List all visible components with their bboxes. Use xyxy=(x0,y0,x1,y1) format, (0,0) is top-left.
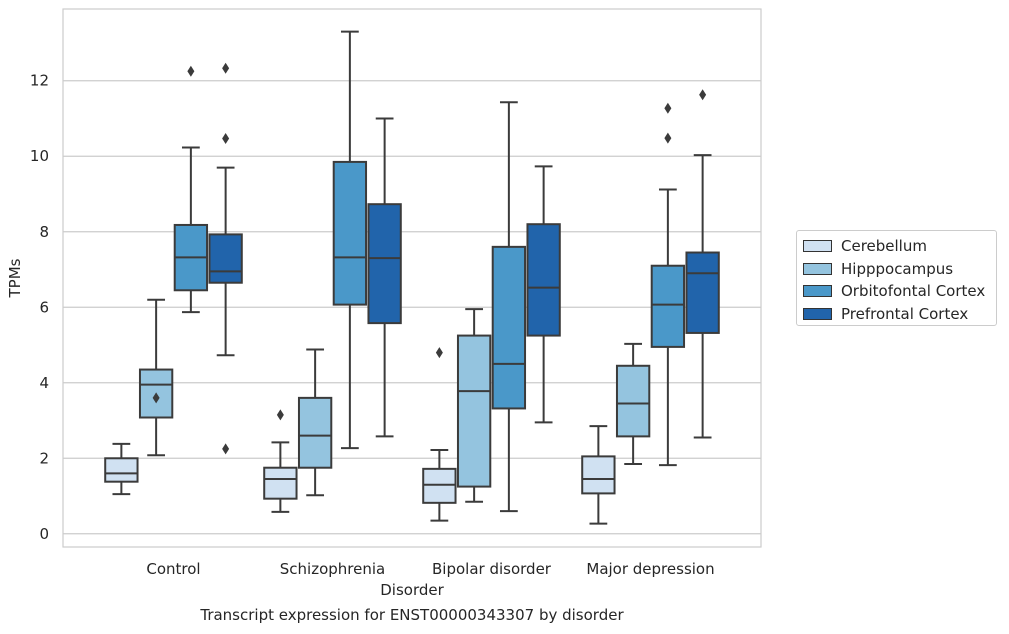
y-tick-label: 6 xyxy=(39,298,49,316)
outlier-point xyxy=(435,347,443,359)
legend-swatch xyxy=(803,285,832,298)
y-axis-title: TPMs xyxy=(6,258,24,298)
legend-swatch xyxy=(803,307,832,320)
outlier-point xyxy=(664,102,672,114)
legend-swatch xyxy=(803,240,832,253)
x-tick-label: Control xyxy=(146,560,200,578)
outlier-point xyxy=(276,409,284,421)
box-iqr xyxy=(297,396,333,469)
box-hipppocampus xyxy=(456,308,492,503)
legend: Cerebellum Hipppocampus Orbitofontal Cor… xyxy=(796,230,997,326)
legend-item: Orbitofontal Cortex xyxy=(803,280,996,303)
box-iqr xyxy=(581,455,616,495)
outlier-point xyxy=(664,132,672,144)
box-hipppocampus xyxy=(297,348,333,497)
x-tick-label: Major depression xyxy=(586,560,714,578)
x-axis-title: Disorder xyxy=(380,581,444,599)
box-iqr xyxy=(526,223,561,337)
box-prefrontal-cortex xyxy=(208,62,243,455)
outlier-point xyxy=(222,443,230,455)
x-tick-label: Schizophrenia xyxy=(280,560,385,578)
outlier-point xyxy=(222,132,230,144)
box-hipppocampus xyxy=(615,342,651,465)
y-tick-labels: 0 2 4 6 8 10 12 xyxy=(30,72,49,543)
legend-label: Hipppocampus xyxy=(841,259,954,278)
outlier-point xyxy=(152,392,160,404)
legend-label: Prefrontal Cortex xyxy=(841,304,969,323)
box-cerebellum xyxy=(422,347,457,522)
box-orbitofontal-cortex xyxy=(173,65,209,314)
legend-label: Cerebellum xyxy=(841,237,927,256)
box-iqr xyxy=(367,203,402,325)
legend-item: Hipppocampus xyxy=(803,258,996,281)
x-tick-label: Bipolar disorder xyxy=(432,560,552,578)
box-iqr xyxy=(491,245,527,410)
outlier-point xyxy=(699,89,707,101)
box-prefrontal-cortex xyxy=(367,117,402,438)
box-cerebellum xyxy=(263,409,298,513)
outlier-point xyxy=(222,62,230,74)
box-hipppocampus xyxy=(138,298,174,457)
y-tick-label: 2 xyxy=(39,449,49,467)
y-tick-label: 8 xyxy=(39,223,49,241)
box-iqr xyxy=(263,466,298,500)
box-iqr xyxy=(615,364,651,438)
box-orbitofontal-cortex xyxy=(650,102,686,467)
legend-item: Cerebellum xyxy=(803,235,996,258)
box-cerebellum xyxy=(581,425,616,525)
y-tick-label: 10 xyxy=(30,147,49,165)
plot-frame xyxy=(62,8,762,548)
legend-item: Prefrontal Cortex xyxy=(803,303,996,326)
box-orbitofontal-cortex xyxy=(332,30,368,450)
y-tick-label: 0 xyxy=(39,525,49,543)
box-series xyxy=(104,30,720,525)
box-prefrontal-cortex xyxy=(685,89,720,439)
x-tick-labels: Control Schizophrenia Bipolar disorder Majo… xyxy=(146,560,714,578)
legend-swatch xyxy=(803,262,832,275)
box-iqr xyxy=(332,160,368,306)
box-orbitofontal-cortex xyxy=(491,101,527,513)
box-prefrontal-cortex xyxy=(526,165,561,424)
box-iqr xyxy=(456,334,492,488)
figure-caption: Transcript expression for ENST0000034330… xyxy=(200,606,624,624)
box-iqr xyxy=(685,251,720,334)
box-iqr xyxy=(650,264,686,348)
y-tick-label: 12 xyxy=(30,72,49,90)
box-cerebellum xyxy=(104,442,139,496)
y-tick-label: 4 xyxy=(39,374,49,392)
box-iqr xyxy=(208,233,243,284)
legend-label: Orbitofontal Cortex xyxy=(841,282,986,301)
box-iqr xyxy=(104,457,139,483)
outlier-point xyxy=(187,65,195,77)
box-iqr xyxy=(422,467,457,504)
